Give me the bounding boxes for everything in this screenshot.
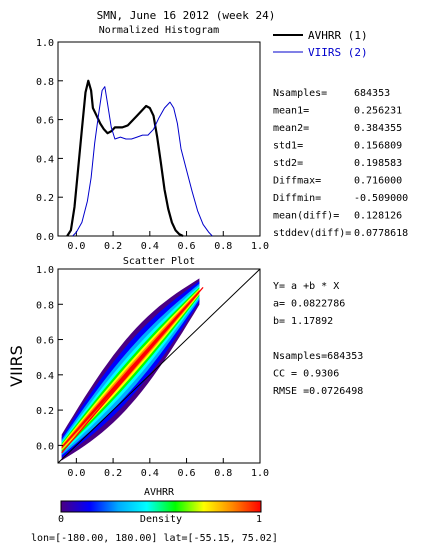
scatter-stat-line: CC = 0.9306 — [273, 369, 339, 380]
stat-label: stddev(diff)= — [273, 228, 351, 239]
histogram-stats: Nsamples= 684353 mean1= 0.256231 mean2= 0.384… — [273, 88, 408, 239]
histogram-line-avhrr — [66, 79, 184, 237]
stat-value: 0.384355 — [354, 123, 402, 134]
scatter-ytick-label: 0.6 — [36, 336, 54, 347]
scatter-stats: Y= a +b * X a= 0.0822786 b= 1.17892 Nsample… — [273, 281, 363, 397]
histogram-title: Normalized Histogram — [99, 25, 219, 36]
scatter-ytick-label: 0.8 — [36, 300, 54, 311]
legend-label-viirs: VIIRS (2) — [308, 46, 368, 59]
colorbar-label: Density — [140, 514, 182, 525]
scatter-chart: 0.0 0.2 0.4 0.6 0.8 1.0 0.0 0.2 0.4 0.6 0.8 1.0 — [36, 265, 269, 479]
footer-coords: lon=[-180.00, 180.00] lat=[-55.15, 75.02… — [31, 533, 278, 544]
scatter-stat-line: b= 1.17892 — [273, 316, 333, 327]
histogram-lines — [66, 79, 213, 237]
histogram-ytick-label: 0.2 — [36, 193, 54, 204]
identity-line — [58, 269, 260, 463]
stat-value: 0.716000 — [354, 176, 402, 187]
scatter-ytick-label: 0.2 — [36, 406, 54, 417]
stat-label: Diffmax= — [273, 176, 321, 187]
histogram-legend: AVHRR (1) VIIRS (2) — [273, 29, 368, 59]
scatter-xtick-label: 1.0 — [251, 468, 269, 479]
stat-label: std2= — [273, 158, 303, 169]
scatter-frame — [57, 268, 261, 464]
colorbar-bar — [60, 500, 262, 513]
stat-value: 0.198583 — [354, 158, 402, 169]
histogram-ytick-label: 1.0 — [36, 38, 54, 49]
stat-label: mean1= — [273, 106, 309, 117]
scatter-xtick-label: 0.4 — [141, 468, 159, 479]
histogram-line-viirs — [72, 86, 213, 237]
scatter-stat-line: Nsamples=684353 — [273, 351, 363, 362]
fit-line — [61, 286, 204, 454]
histogram-xtick-label: 0.2 — [104, 241, 122, 252]
scatter-title: Scatter Plot — [123, 256, 195, 267]
histogram-xtick-label: 0.4 — [141, 241, 159, 252]
colorbar-max-label: 1 — [256, 514, 262, 525]
histogram-chart: 0.0 0.2 0.4 0.6 0.8 1.0 0.0 0.2 0.4 0.6 0.8 1.0 — [36, 38, 269, 252]
stat-label: mean(diff)= — [273, 211, 339, 222]
scatter-ytick-label: 0.0 — [36, 441, 54, 452]
stat-value: 0.0778618 — [354, 228, 408, 239]
figure-title: SMN, June 16 2012 (week 24) — [97, 9, 276, 22]
scatter-stat-line: RMSE =0.0726498 — [273, 386, 363, 397]
histogram-xtick-label: 0.8 — [214, 241, 232, 252]
scatter-stat-line: a= 0.0822786 — [273, 299, 345, 310]
histogram-ytick-label: 0.6 — [36, 116, 54, 127]
colorbar: 0 Density 1 — [58, 500, 262, 525]
scatter-xtick-label: 0.6 — [178, 468, 196, 479]
stat-value: 684353 — [354, 88, 390, 99]
histogram-ytick-label: 0.8 — [36, 77, 54, 88]
stat-label: std1= — [273, 141, 303, 152]
scatter-ytick-label: 1.0 — [36, 265, 54, 276]
stat-value: -0.509000 — [354, 193, 408, 204]
stat-value: 0.156809 — [354, 141, 402, 152]
stat-label: Nsamples= — [273, 88, 327, 99]
histogram-xtick-label: 1.0 — [251, 241, 269, 252]
stat-label: mean2= — [273, 123, 309, 134]
histogram-ytick-label: 0.0 — [36, 232, 54, 243]
stat-label: Diffmin= — [273, 193, 321, 204]
histogram-xtick-label: 0.6 — [178, 241, 196, 252]
density-band — [61, 290, 200, 449]
scatter-ytick-label: 0.4 — [36, 371, 54, 382]
histogram-ytick-label: 0.4 — [36, 154, 54, 165]
stat-value: 0.256231 — [354, 106, 402, 117]
scatter-stat-line: Y= a +b * X — [273, 281, 339, 292]
colorbar-min-label: 0 — [58, 514, 64, 525]
scatter-density-cloud — [61, 278, 200, 461]
histogram-xtick-label: 0.0 — [67, 241, 85, 252]
histogram-ticks: 0.0 0.2 0.4 0.6 0.8 1.0 0.0 0.2 0.4 0.6 0.8 1.0 — [36, 38, 269, 252]
stat-value: 0.128126 — [354, 211, 402, 222]
scatter-xlabel: AVHRR — [144, 487, 175, 498]
scatter-xtick-label: 0.0 — [67, 468, 85, 479]
scatter-ticks: 0.0 0.2 0.4 0.6 0.8 1.0 0.0 0.2 0.4 0.6 0.8 1.0 — [36, 265, 269, 479]
scatter-lines — [58, 269, 260, 463]
scatter-ylabel: VIIRS — [7, 345, 26, 387]
scatter-xtick-label: 0.8 — [214, 468, 232, 479]
legend-label-avhrr: AVHRR (1) — [308, 29, 368, 42]
scatter-xtick-label: 0.2 — [104, 468, 122, 479]
histogram-frame — [57, 41, 261, 237]
